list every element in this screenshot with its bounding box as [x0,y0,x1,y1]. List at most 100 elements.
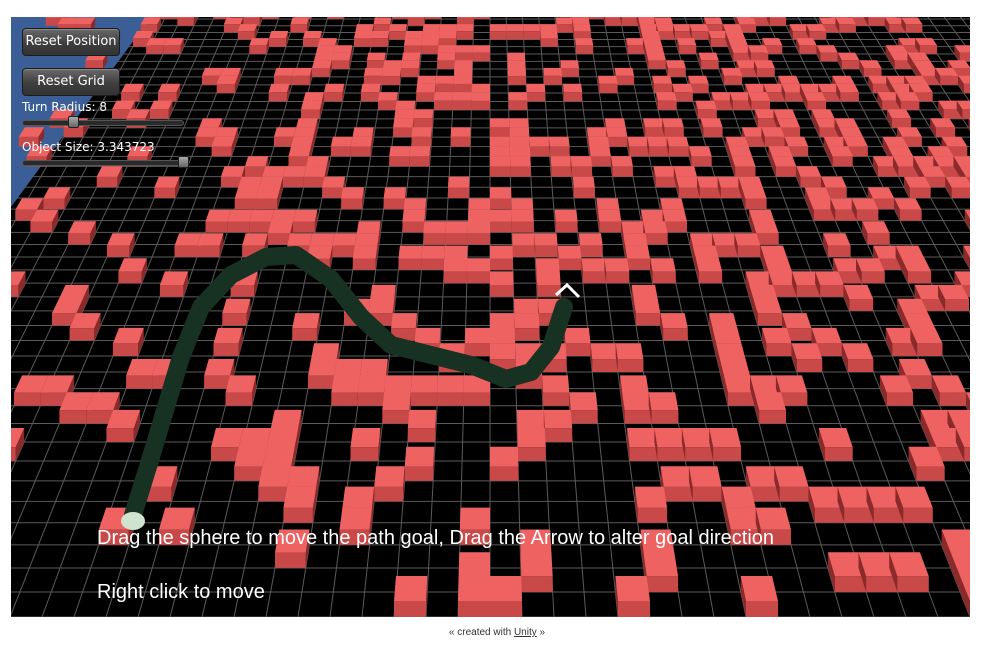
block-front [822,24,840,33]
block-side [129,233,135,257]
sphere[interactable] [121,512,145,530]
block-top [411,127,432,137]
block-side [175,176,180,198]
game-view[interactable]: Reset Position Reset Grid Turn Radius: 8… [11,17,970,617]
block-front [544,428,573,442]
block-side [728,146,732,167]
block-side [721,67,725,85]
block-side [897,298,904,326]
block-top [490,24,507,32]
block-top [754,392,786,411]
block-front [327,17,344,19]
block-side [835,17,840,33]
block-front [916,466,945,481]
block-top [259,176,283,188]
block-front [816,343,842,356]
block-top [389,24,407,32]
block-top [867,187,895,199]
block-front [274,136,294,147]
block-side [316,466,320,502]
block-top [884,17,906,25]
block-top [490,271,514,285]
block-front [453,83,472,94]
block-side [378,428,381,461]
block-side [314,209,318,233]
block-top [204,359,235,376]
block-top [843,284,874,299]
block-top [333,45,353,53]
block-top [106,233,135,246]
block-top [933,156,960,167]
button[interactable]: Reset Position [22,28,120,56]
block-top [234,446,267,467]
block-top [749,284,778,299]
slider-thumb[interactable] [68,116,79,128]
block-front [655,176,677,188]
block-side [720,359,724,389]
block-top [271,209,296,222]
slider-thumb[interactable] [178,156,189,168]
block-front [86,410,114,424]
slider-track[interactable] [22,160,184,166]
block-front [571,166,593,177]
block-front [437,392,464,406]
block-side [636,17,639,26]
block-front [796,285,821,297]
block-top [688,146,712,157]
block-top [920,409,956,429]
block-side [700,118,704,138]
block-front [757,313,782,326]
block-top [745,83,767,93]
block-top [507,52,526,61]
goal-arrow[interactable] [554,282,581,299]
block-front [939,392,966,406]
block-top [945,176,970,188]
block-front [701,60,719,69]
button[interactable]: Reset Grid [22,68,120,96]
block-side [761,127,765,147]
block-top [720,359,750,376]
block-side [843,284,850,311]
block-side [329,60,332,77]
block-side [418,60,420,77]
block-top [288,146,311,157]
block-front [629,447,658,461]
block-top [660,466,693,487]
block-front [908,271,932,284]
slider-track[interactable] [22,120,184,126]
block-front [213,343,239,356]
block-top [394,109,415,119]
block-top [904,176,931,188]
block-top [69,313,101,329]
block-top [799,83,822,93]
block-side [573,24,575,40]
block-top [363,67,384,76]
block-front [939,166,960,177]
block-top [656,92,677,101]
block-top [15,198,44,210]
block-top [435,75,454,84]
block-front [780,392,808,406]
block-top [762,327,792,344]
block-side [362,187,365,210]
block-side [938,100,944,119]
block-side [768,146,773,167]
block-top [643,118,665,128]
scene [11,17,970,617]
block-side [950,552,961,592]
block-side [643,38,645,54]
block-front [514,328,540,341]
block-front [14,392,41,406]
block-top [331,375,360,393]
block-front [15,209,37,221]
block-front [471,100,490,110]
block-front [490,466,519,481]
block-top [158,83,181,93]
link[interactable]: Unity [513,627,537,638]
block-front [570,410,598,424]
block-side [643,118,646,138]
block-side [403,466,405,502]
block-top [560,60,579,68]
block-top [954,45,970,53]
block-top [688,75,709,84]
